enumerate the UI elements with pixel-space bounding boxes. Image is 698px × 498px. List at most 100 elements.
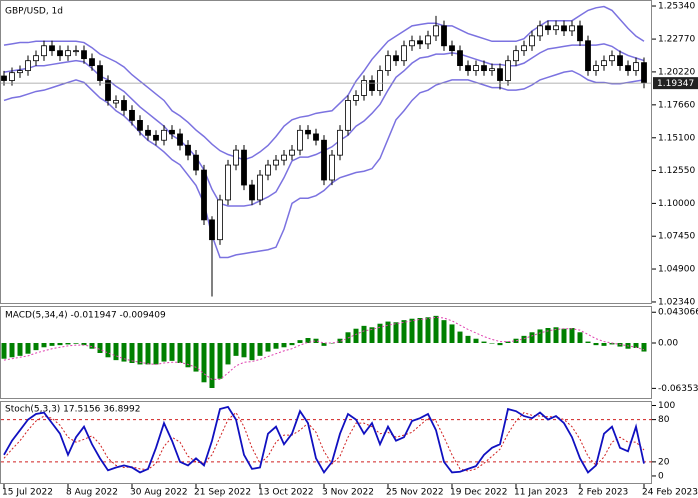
- macd-title: MACD(5,34,4) -0.011947 -0.009409: [5, 311, 166, 321]
- macd-bar: [449, 324, 455, 343]
- candle-body: [329, 154, 335, 181]
- y-tick-label: 1.07450: [658, 232, 695, 242]
- candle-body: [153, 134, 159, 141]
- x-tick-label: 25 Nov 2022: [386, 488, 444, 498]
- candle-body: [193, 154, 199, 171]
- candle-body: [401, 45, 407, 62]
- macd-bar: [393, 322, 399, 343]
- candle-body: [625, 65, 631, 72]
- macd-bar: [489, 343, 495, 344]
- macd-bar: [569, 328, 575, 343]
- last-price-box: [653, 77, 698, 90]
- macd-bar: [217, 343, 223, 379]
- macd-bar: [65, 343, 71, 345]
- y-tick-label: 1.12550: [658, 166, 695, 176]
- macd-bar: [49, 343, 55, 346]
- macd-bar: [89, 343, 95, 349]
- macd-bar: [401, 320, 407, 343]
- macd-bar: [601, 343, 607, 346]
- y-tick-label: 1.10000: [658, 199, 695, 209]
- candle-body: [25, 60, 31, 72]
- y-tick-label: 100: [658, 401, 675, 411]
- x-tick-label: 3 Nov 2022: [322, 488, 374, 498]
- macd-bar: [73, 343, 79, 344]
- x-tick-label: 15 Jul 2022: [2, 488, 53, 498]
- candle-body: [361, 80, 367, 96]
- candle-body: [225, 164, 231, 201]
- macd-bar: [273, 343, 279, 349]
- y-tick-label: 1.04900: [658, 265, 695, 275]
- macd-bar: [585, 341, 591, 343]
- candle-body: [417, 40, 423, 45]
- candle-body: [641, 62, 647, 84]
- candle-body: [137, 120, 143, 131]
- candle-body: [449, 45, 455, 52]
- candle-body: [337, 129, 343, 156]
- macd-bar: [9, 343, 15, 358]
- bollinger-band: [3, 70, 645, 259]
- macd-bar: [641, 343, 647, 352]
- candle-body: [321, 139, 327, 181]
- macd-bar: [441, 320, 447, 343]
- macd-bar: [609, 343, 615, 345]
- macd-bar: [385, 321, 391, 343]
- macd-bar: [529, 332, 535, 343]
- x-tick-label: 13 Oct 2022: [258, 488, 314, 498]
- macd-bar: [1, 343, 7, 359]
- macd-bar: [265, 343, 271, 352]
- candle-body: [289, 149, 295, 156]
- candle-body: [41, 45, 47, 57]
- candle-body: [121, 100, 127, 111]
- candle-body: [273, 159, 279, 166]
- macd-bar: [281, 343, 287, 348]
- macd-bar: [97, 343, 103, 353]
- candle-body: [521, 45, 527, 52]
- stoch-signal: [3, 411, 645, 472]
- macd-bar: [505, 341, 511, 343]
- candle-body: [145, 129, 151, 136]
- candle-body: [393, 55, 399, 62]
- macd-bar: [353, 328, 359, 343]
- macd-bar: [521, 335, 527, 343]
- macd-bar: [209, 343, 215, 388]
- macd-bar: [313, 338, 319, 343]
- macd-bar: [457, 331, 463, 343]
- last-price-label: 1.19347: [657, 79, 694, 89]
- macd-bar: [633, 343, 639, 348]
- candle-body: [473, 65, 479, 72]
- x-tick-label: 24 Feb 2023: [642, 488, 698, 498]
- macd-bar: [361, 325, 367, 343]
- macd-bar: [497, 343, 503, 346]
- candle-body: [433, 25, 439, 37]
- macd-bar: [145, 343, 151, 365]
- candle-body: [489, 68, 495, 72]
- macd-bar: [377, 323, 383, 343]
- macd-bar: [561, 328, 567, 343]
- y-tick-label: 1.20220: [658, 67, 695, 77]
- candle-body: [57, 50, 63, 57]
- candle-body: [217, 199, 223, 241]
- macd-bar: [41, 343, 47, 348]
- candle-body: [545, 25, 551, 31]
- macd-bar: [161, 343, 167, 362]
- macd-bar: [297, 340, 303, 343]
- y-tick-label: 20: [658, 457, 670, 467]
- x-tick-label: 30 Aug 2022: [130, 488, 188, 498]
- candle-body: [185, 144, 191, 156]
- candle-body: [553, 25, 559, 31]
- macd-bar: [257, 343, 263, 356]
- macd-bar: [105, 343, 111, 358]
- candle-body: [265, 164, 271, 176]
- macd-panel: [0, 306, 652, 399]
- candle-body: [385, 55, 391, 72]
- x-tick-label: 8 Aug 2022: [66, 488, 118, 498]
- macd-bar: [121, 343, 127, 362]
- macd-bar: [545, 328, 551, 343]
- candle-body: [73, 50, 79, 53]
- candle-body: [513, 50, 519, 62]
- price-panel: [0, 0, 652, 304]
- candle-body: [161, 129, 167, 141]
- y-tick-label: 0.00: [658, 339, 678, 349]
- candle-body: [33, 55, 39, 62]
